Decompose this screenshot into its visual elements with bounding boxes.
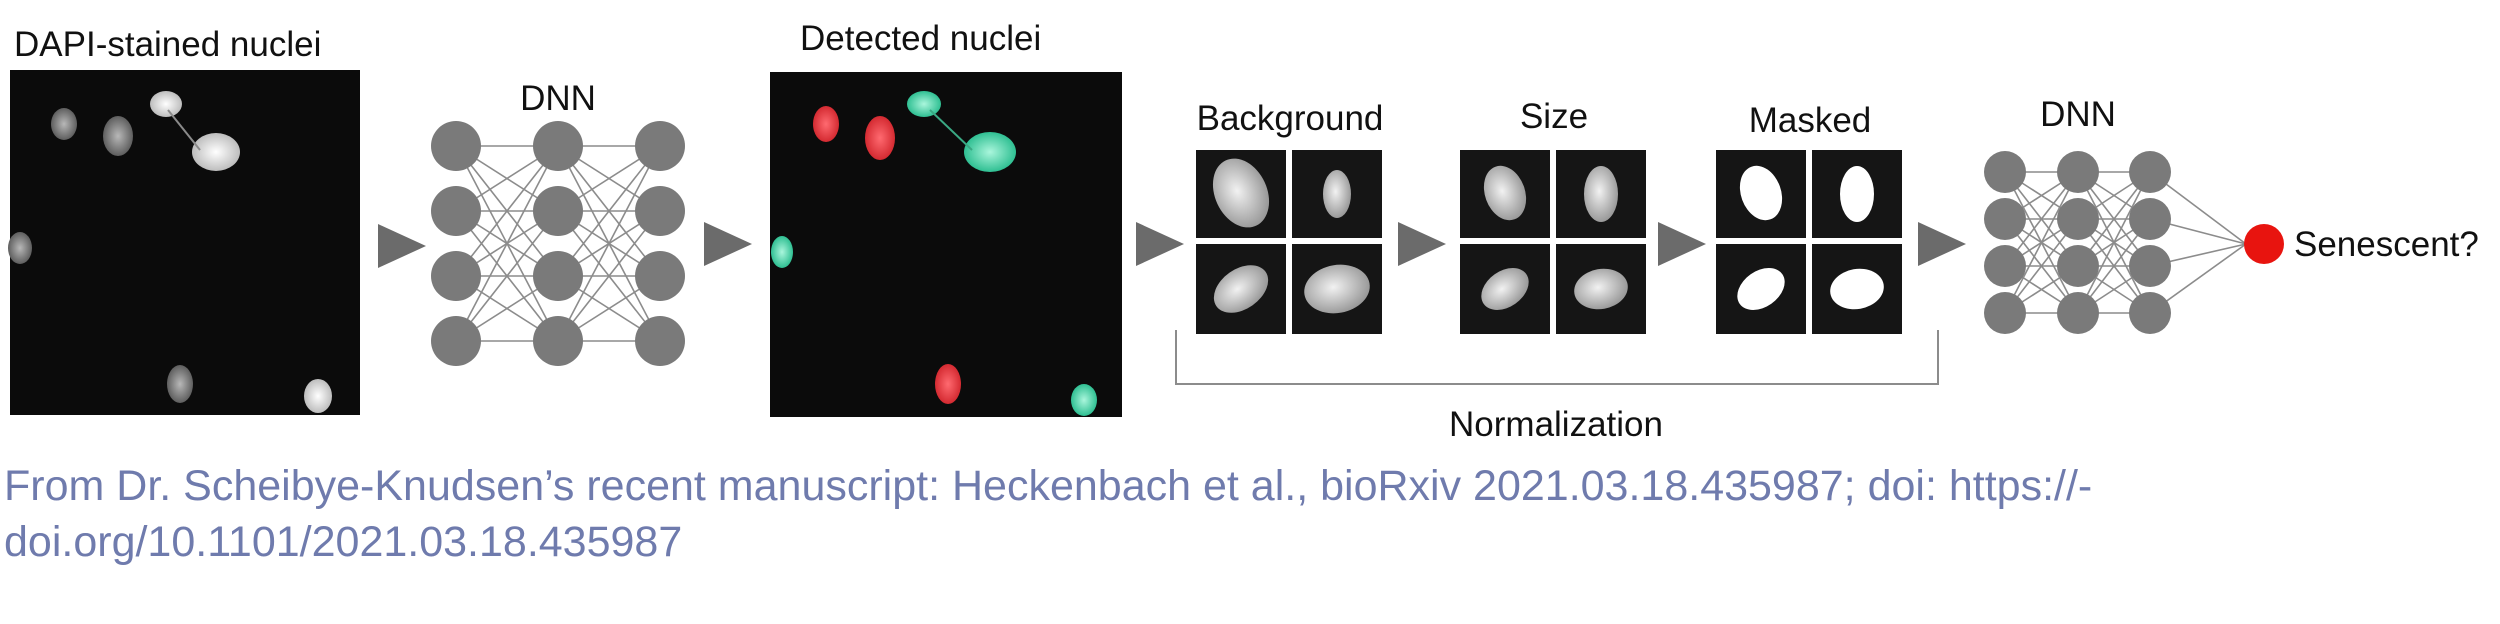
normalization-label: Normalization bbox=[1449, 405, 1663, 444]
network-edge bbox=[557, 210, 661, 342]
size-tiles bbox=[1460, 150, 1646, 334]
dnn-right-label: DNN bbox=[2040, 95, 2116, 134]
arrow-icon bbox=[378, 224, 426, 268]
network-node bbox=[2057, 245, 2099, 287]
nucleus bbox=[150, 91, 182, 117]
size-label: Size bbox=[1520, 97, 1588, 136]
background-tiles bbox=[1196, 150, 1382, 334]
network-node bbox=[2057, 198, 2099, 240]
nucleus bbox=[103, 116, 133, 156]
network-node bbox=[1984, 245, 2026, 287]
arrow-icon bbox=[1658, 222, 1706, 266]
nucleus-senescent bbox=[865, 116, 895, 160]
nucleus bbox=[167, 365, 193, 403]
nucleus bbox=[192, 133, 240, 171]
network-node bbox=[2057, 292, 2099, 334]
dnn-right-network bbox=[1984, 151, 2247, 334]
network-edge bbox=[455, 145, 559, 277]
dnn-left-network bbox=[431, 121, 685, 366]
detected-image bbox=[770, 72, 1122, 417]
nucleus-healthy bbox=[771, 236, 793, 268]
detected-label: Detected nuclei bbox=[800, 19, 1041, 58]
network-node bbox=[431, 316, 481, 366]
network-node bbox=[2129, 151, 2171, 193]
network-edge bbox=[557, 145, 661, 277]
network-edge bbox=[455, 210, 559, 342]
network-edge bbox=[2004, 171, 2079, 314]
network-node bbox=[533, 121, 583, 171]
nucleus bbox=[51, 108, 77, 140]
network-node bbox=[2129, 245, 2171, 287]
network-node bbox=[431, 186, 481, 236]
network-node bbox=[533, 251, 583, 301]
arrow-icon bbox=[1136, 222, 1184, 266]
network-edge bbox=[557, 145, 661, 342]
nucleus bbox=[304, 379, 332, 413]
senescent-output-node bbox=[2244, 224, 2284, 264]
network-node bbox=[635, 251, 685, 301]
figure-caption: From Dr. Scheibye-Knudsen’s recent manus… bbox=[4, 458, 2484, 570]
network-node bbox=[635, 186, 685, 236]
nucleus-senescent bbox=[813, 106, 839, 142]
network-node bbox=[533, 316, 583, 366]
dapi-label: DAPI-stained nuclei bbox=[14, 25, 321, 64]
masked-label: Masked bbox=[1749, 101, 1872, 140]
normalization-bracket bbox=[1175, 330, 1939, 385]
network-edge bbox=[455, 145, 559, 342]
network-node bbox=[1984, 292, 2026, 334]
network-node bbox=[533, 186, 583, 236]
nucleus-healthy bbox=[1071, 384, 1097, 416]
nucleus-healthy bbox=[964, 132, 1016, 172]
network-edge bbox=[2077, 171, 2151, 314]
background-label: Background bbox=[1197, 99, 1384, 138]
nucleus-healthy bbox=[907, 91, 941, 117]
masked-tiles bbox=[1716, 150, 1902, 334]
arrow-icon bbox=[704, 222, 752, 266]
caption-line-2: doi.org/10.1101/2021.03.18.435987 bbox=[4, 518, 683, 566]
network-node bbox=[2129, 198, 2171, 240]
caption-line-1: From Dr. Scheibye-Knudsen’s recent manus… bbox=[4, 462, 2093, 510]
dnn-left-label: DNN bbox=[520, 79, 596, 118]
network-node bbox=[635, 316, 685, 366]
network-node bbox=[1984, 151, 2026, 193]
network-node bbox=[431, 251, 481, 301]
arrow-icon bbox=[1398, 222, 1446, 266]
network-node bbox=[2057, 151, 2099, 193]
network-node bbox=[2129, 292, 2171, 334]
network-node bbox=[635, 121, 685, 171]
network-node bbox=[1984, 198, 2026, 240]
senescent-label: Senescent? bbox=[2294, 225, 2479, 264]
arrow-icon bbox=[1918, 222, 1966, 266]
network-node bbox=[431, 121, 481, 171]
dapi-image bbox=[8, 70, 360, 415]
nucleus-senescent bbox=[935, 364, 961, 404]
nucleus bbox=[8, 232, 32, 264]
